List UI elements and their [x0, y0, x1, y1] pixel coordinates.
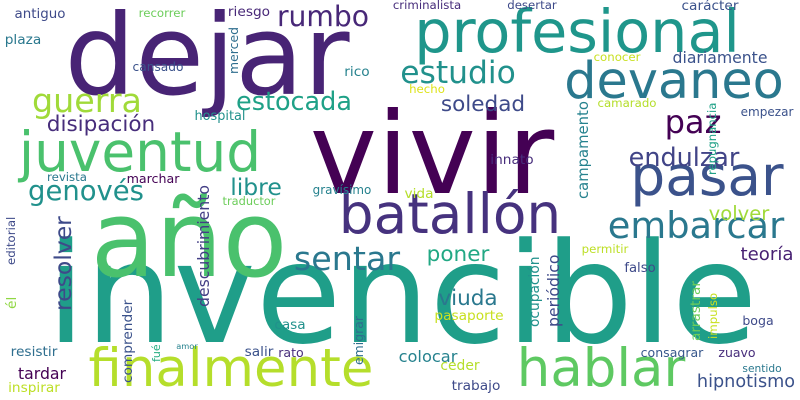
- word-soledad: soledad: [440, 92, 526, 118]
- word-dejar: dejar: [64, 0, 350, 122]
- word-casa: casa: [274, 317, 306, 334]
- word-riesgo: riesgo: [227, 4, 271, 21]
- word-rico: rico: [344, 64, 370, 81]
- word-recorrer: recorrer: [138, 6, 186, 21]
- word-poner: poner: [426, 242, 490, 268]
- word-juventud: juventud: [18, 119, 262, 184]
- word-traductor: traductor: [222, 194, 276, 209]
- word-trabajo: trabajo: [451, 378, 501, 395]
- word-comprender: comprender: [120, 299, 137, 383]
- word-pasar: pasar: [630, 143, 784, 208]
- word-zuavo: zuavo: [718, 344, 756, 360]
- word-consagrar: consagrar: [640, 344, 704, 360]
- word-arrastrar: arrastrar: [688, 280, 705, 342]
- word-descubrimiento: descubrimiento: [194, 185, 214, 307]
- word-volver: volver: [708, 202, 770, 226]
- word-impulso: impulso: [706, 292, 721, 340]
- word-embarcar: embarcar: [607, 203, 785, 247]
- word-diariamente: diariamente: [672, 48, 768, 68]
- word-hablar: hablar: [516, 337, 686, 399]
- word-batallon: batallón: [338, 181, 562, 246]
- word-sentido: sentido: [742, 361, 782, 375]
- word-guerra: guerra: [32, 81, 142, 121]
- word-profesional: profesional: [414, 0, 740, 66]
- word-finalmente: finalmente: [88, 337, 374, 399]
- word-campamento: campamento: [574, 101, 592, 199]
- word-hospital: hospital: [194, 108, 246, 124]
- word-innato: innato: [490, 152, 534, 169]
- word-periodico: periódico: [544, 254, 564, 328]
- word-paz: paz: [664, 102, 722, 141]
- word-ceder: ceder: [440, 358, 480, 375]
- word-el: él: [4, 296, 21, 310]
- word-estudio: estudio: [400, 55, 516, 92]
- word-genoves: genovés: [28, 176, 144, 208]
- word-resolver: resolver: [49, 216, 78, 312]
- word-empezar: empezar: [740, 104, 794, 119]
- word-criminalista: criminalista: [392, 0, 462, 13]
- word-colocar: colocar: [398, 346, 458, 366]
- word-antiguo: antiguo: [14, 7, 66, 23]
- word-tardar: tardar: [18, 364, 66, 384]
- word-pasaporte: pasaporte: [434, 308, 504, 325]
- word-rumbo: rumbo: [276, 0, 370, 33]
- word-rato: rato: [278, 344, 304, 360]
- word-salir: salir: [244, 344, 274, 361]
- word-vida: vida: [404, 186, 434, 203]
- word-inspirar: inspirar: [8, 380, 60, 397]
- word-editorial: editorial: [4, 216, 19, 266]
- word-gravisimo: gravísimo: [312, 183, 372, 198]
- word-libre: libre: [230, 173, 282, 202]
- word-estocada: estocada: [236, 87, 352, 118]
- word-hipnotismo: hipnotismo: [696, 372, 796, 393]
- word-desertar: desertar: [507, 0, 557, 13]
- word-cansado: cansado: [132, 59, 184, 74]
- word-invencible: invencible: [46, 213, 758, 376]
- word-permitir: permitir: [581, 242, 629, 257]
- word-resistir: resistir: [10, 344, 58, 361]
- word-marchar: marchar: [126, 170, 180, 186]
- word-ano: año: [90, 178, 288, 302]
- word-caracter: carácter: [681, 0, 739, 15]
- word-ocupacion: ocupación: [527, 256, 544, 328]
- word-endulzar: endulzar: [628, 143, 740, 174]
- word-fue: fué: [150, 344, 164, 362]
- word-revista: revista: [47, 170, 87, 185]
- word-amor: amor: [176, 340, 198, 351]
- word-disipacion: disipación: [46, 112, 156, 138]
- word-emigrar: emigrar: [350, 316, 366, 366]
- word-camarado: camarado: [597, 96, 657, 111]
- word-plaza: plaza: [4, 32, 42, 49]
- word-viuda: viuda: [438, 286, 498, 312]
- word-boga: boga: [742, 312, 774, 328]
- word-hecho: hecho: [409, 82, 445, 97]
- word-sentar: sentar: [293, 239, 401, 279]
- word-vivir: vivir: [309, 87, 555, 221]
- word-repugnancia: repugnancia: [705, 102, 720, 176]
- word-conocer: conocer: [593, 50, 641, 65]
- word-teoria: teoría: [740, 243, 794, 265]
- word-devaneo: devaneo: [564, 50, 784, 110]
- word-falso: falso: [624, 261, 656, 277]
- word-merced: merced: [225, 26, 241, 74]
